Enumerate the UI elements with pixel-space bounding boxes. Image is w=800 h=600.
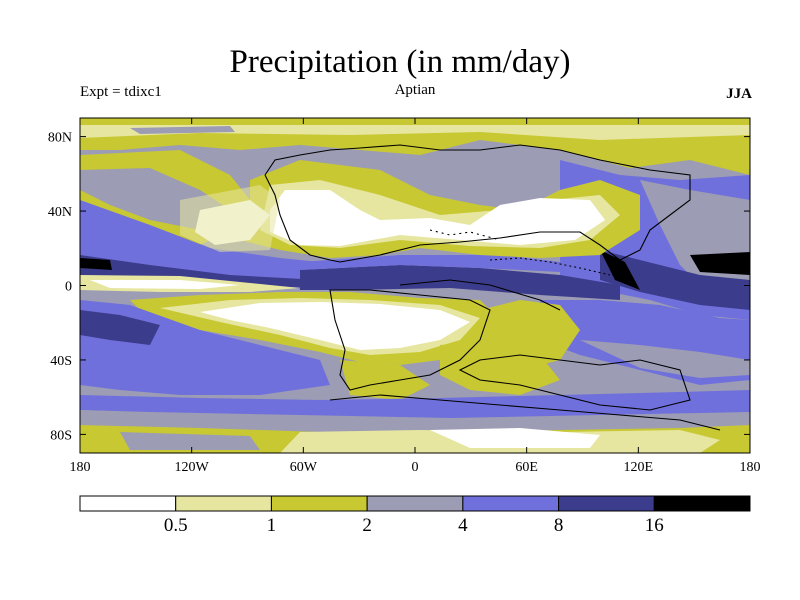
coast-antarctica xyxy=(329,394,721,431)
lon-tick-label: 120W xyxy=(175,460,210,475)
lon-tick-label: 180 xyxy=(70,460,91,475)
lon-tick-label: 0 xyxy=(412,460,419,475)
itcz-max-east xyxy=(690,252,750,275)
colorbar: 0.5 1 2 4 8 16 xyxy=(79,495,751,536)
colorbar-swatch xyxy=(558,495,655,512)
lon-tick-label: 120E xyxy=(624,460,654,475)
colorbar-level-label: 4 xyxy=(458,515,468,536)
precipitation-field xyxy=(80,118,750,453)
map-axes: 180 120W 60W 0 60E 120E 180 80N 40N 0 40S 80S xyxy=(48,118,761,475)
colorbar-level-label: 1 xyxy=(267,515,277,536)
band-equatorial-dark xyxy=(300,265,620,300)
band-east-dark xyxy=(600,250,750,310)
antarctic-grey xyxy=(120,432,260,450)
lat-tick-label: 40S xyxy=(50,354,72,369)
colorbar-level-label: 2 xyxy=(362,515,372,536)
colorbar-level-label: 16 xyxy=(645,515,664,536)
na-light xyxy=(180,185,280,252)
colorbar-swatch xyxy=(79,495,177,512)
lon-tick-label: 60E xyxy=(515,460,538,475)
lat-tick-label: 0 xyxy=(65,280,72,295)
colorbar-swatch xyxy=(462,495,560,512)
itcz-max-west xyxy=(80,258,112,270)
band-arctic-light xyxy=(80,125,750,140)
storm-track-grey xyxy=(80,410,750,430)
storm-track-blue xyxy=(80,390,750,418)
coast-north xyxy=(264,144,691,261)
coast-na-west xyxy=(264,174,341,263)
map-title: Precipitation (in mm/day) xyxy=(229,44,571,80)
patch-arctic-grey xyxy=(130,126,235,134)
lon-tick-label: 60W xyxy=(290,460,318,475)
season-label: JJA xyxy=(726,86,752,102)
coast-islands xyxy=(489,257,611,276)
lat-tick-label: 80S xyxy=(50,428,72,443)
band-ssub-dark xyxy=(80,310,160,345)
colorbar-swatch xyxy=(175,495,272,512)
sw-green xyxy=(340,360,430,400)
coast-africa-north xyxy=(399,279,561,311)
lat-tick-label: 40N xyxy=(48,205,72,220)
itcz-max-center xyxy=(600,250,640,290)
north-continent-dry xyxy=(270,190,605,246)
s-green xyxy=(440,340,560,395)
lat-tick-label: 80N xyxy=(48,131,72,146)
coast-gondwana-west xyxy=(329,289,491,391)
experiment-label: Expt = tdixc1 xyxy=(80,84,162,100)
colorbar-level-label: 0.5 xyxy=(164,515,188,536)
band-se-grey xyxy=(580,340,750,378)
colorbar-level-label: 8 xyxy=(554,515,564,536)
coastlines xyxy=(264,144,721,431)
antarctic-dry xyxy=(430,428,600,448)
lon-tick-label: 180 xyxy=(740,460,761,475)
coast-tethys-north xyxy=(339,231,621,263)
period-label: Aptian xyxy=(394,82,436,98)
colorbar-swatch xyxy=(366,495,464,512)
colorbar-swatch xyxy=(653,495,751,512)
pacific-tongue-dry xyxy=(90,280,240,289)
south-continent-dry xyxy=(200,302,470,350)
colorbar-swatch xyxy=(270,495,368,512)
coast-east-gondwana xyxy=(458,354,691,411)
coast-islands-2 xyxy=(429,229,501,241)
